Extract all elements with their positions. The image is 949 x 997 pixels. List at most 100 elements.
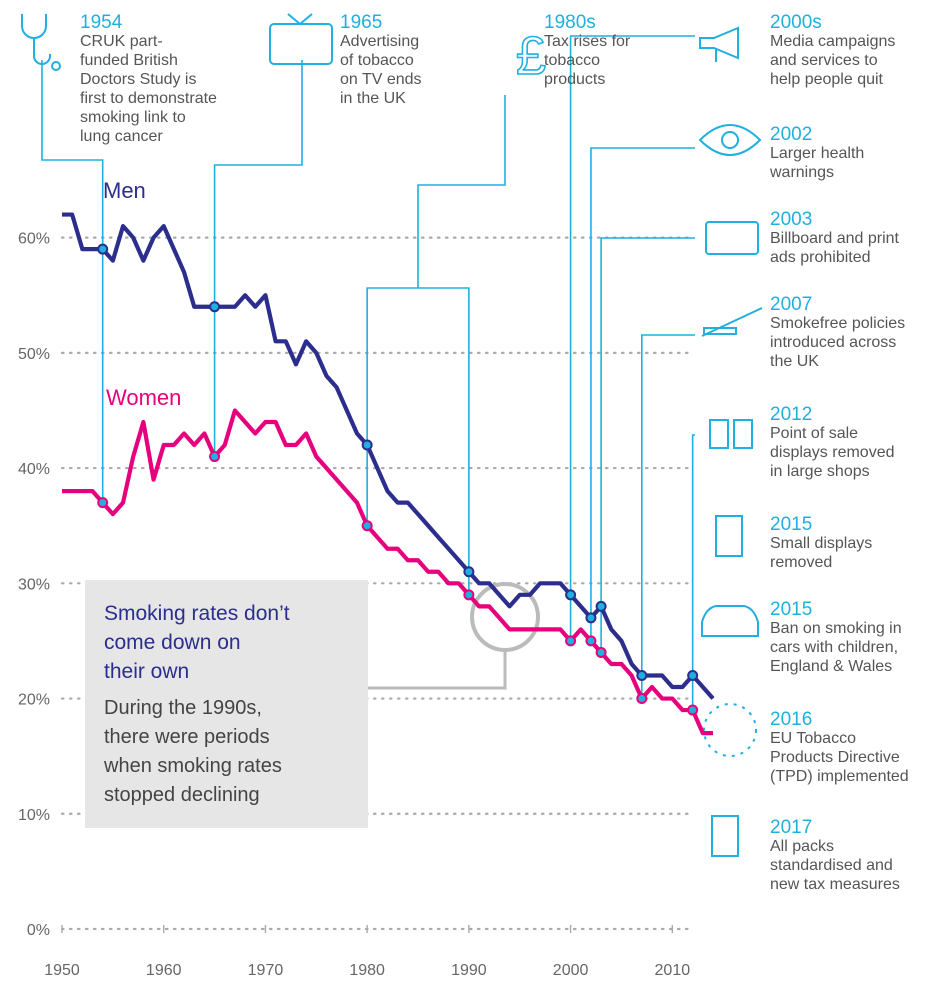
display-icon (709, 419, 729, 449)
event-marker (595, 646, 607, 658)
x-tick-label: 1960 (146, 962, 182, 979)
event-title: 2017 (770, 817, 812, 838)
event-text: of tobacco (340, 52, 414, 69)
icons: £ (21, 13, 763, 857)
event-title: 1954 (80, 12, 123, 33)
series-line (62, 212, 715, 700)
event-marker (463, 589, 475, 601)
event-text: EU Tobacco (770, 730, 856, 747)
event-title: 2015 (770, 514, 812, 535)
x-tick-label: 2010 (655, 962, 691, 979)
y-tick-label: 60% (18, 231, 50, 248)
event-marker (97, 497, 109, 509)
x-tick-label: 1950 (44, 962, 80, 979)
billboard-icon (705, 221, 759, 255)
event-text: warnings (769, 164, 834, 181)
connector (41, 60, 104, 503)
event-marker (585, 612, 597, 624)
display-icon (733, 419, 753, 449)
x-tick-label: 1980 (349, 962, 385, 979)
event-text: and services to (770, 52, 878, 69)
event-text: Small displays (770, 535, 872, 552)
series-label: Women (106, 385, 181, 410)
event-title: 1980s (544, 12, 596, 33)
event-title: 2012 (770, 404, 812, 425)
callout-text: stopped declining (104, 784, 260, 806)
event-text: All packs (770, 838, 834, 855)
y-tick-label: 40% (18, 461, 50, 478)
event-text: standardised and (770, 857, 893, 874)
event-text: Products Directive (770, 749, 900, 766)
event-title: 1965 (340, 12, 382, 33)
eye-icon (698, 124, 762, 156)
event-text: Ban on smoking in (770, 620, 902, 637)
x-tick-label: 1970 (248, 962, 284, 979)
event-title: 2003 (770, 209, 812, 230)
event-title: 2015 (770, 599, 812, 620)
stethoscope-icon (21, 14, 51, 65)
event-text: Media campaigns (770, 33, 895, 50)
event-text: new tax measures (770, 876, 900, 893)
callout-title: Smoking rates don’t (104, 602, 290, 625)
no-smoking-icon (701, 307, 763, 337)
event-text: ads prohibited (770, 249, 871, 266)
event-text: on TV ends (340, 71, 422, 88)
event-title: 2002 (770, 124, 812, 145)
event-marker (636, 693, 648, 705)
tv-icon (287, 13, 313, 26)
event-text: the UK (770, 353, 819, 370)
event-text: Tax rises for (544, 33, 631, 50)
event-text: Advertising (340, 33, 419, 50)
connector (600, 237, 695, 653)
event-text: Billboard and print (770, 230, 900, 247)
pack-icon (711, 815, 739, 857)
event-marker (209, 301, 221, 313)
x-tick-label: 2000 (553, 962, 589, 979)
event-text: CRUK part- (80, 33, 163, 50)
callout-text: when smoking rates (103, 755, 282, 777)
y-tick-label: 10% (18, 807, 50, 824)
x-tick-label: 1990 (451, 962, 487, 979)
y-tick-label: 0% (27, 922, 50, 939)
event-marker (595, 600, 607, 612)
callout-title: their own (104, 660, 189, 683)
event-text: smoking link to (80, 109, 186, 126)
event-text: England & Wales (770, 658, 892, 675)
event-text: introduced across (770, 334, 896, 351)
event-title: 2016 (770, 709, 812, 730)
event-title: 2007 (770, 294, 812, 315)
connector (691, 434, 695, 711)
event-text: Larger health (770, 145, 864, 162)
megaphone-icon (699, 26, 739, 62)
event-text: cars with children, (770, 639, 898, 656)
connector (213, 60, 303, 457)
eye-icon (721, 131, 739, 149)
event-marker (97, 243, 109, 255)
event-marker (209, 451, 221, 463)
callout-box (85, 580, 368, 828)
event-text: products (544, 71, 605, 88)
connector (569, 35, 695, 641)
y-tick-label: 20% (18, 692, 50, 709)
connector (640, 334, 695, 699)
event-marker (565, 635, 577, 647)
display-icon (715, 515, 743, 557)
callout-text: During the 1990s, (104, 697, 262, 719)
event-marker (361, 520, 373, 532)
event-marker (585, 635, 597, 647)
callout-title: come down on (104, 631, 241, 654)
series-label: Men (103, 178, 146, 203)
event-text: removed (770, 554, 832, 571)
callout-connector (368, 650, 507, 690)
callout-text: there were periods (104, 726, 270, 748)
tv-icon (269, 23, 333, 65)
event-marker (687, 704, 699, 716)
event-text: in the UK (340, 90, 406, 107)
event-text: lung cancer (80, 128, 163, 145)
pound-icon: £ (516, 26, 546, 86)
event-text: Point of sale (770, 425, 858, 442)
event-marker (565, 589, 577, 601)
connector (590, 147, 695, 641)
event-text: Smokefree policies (770, 315, 905, 332)
